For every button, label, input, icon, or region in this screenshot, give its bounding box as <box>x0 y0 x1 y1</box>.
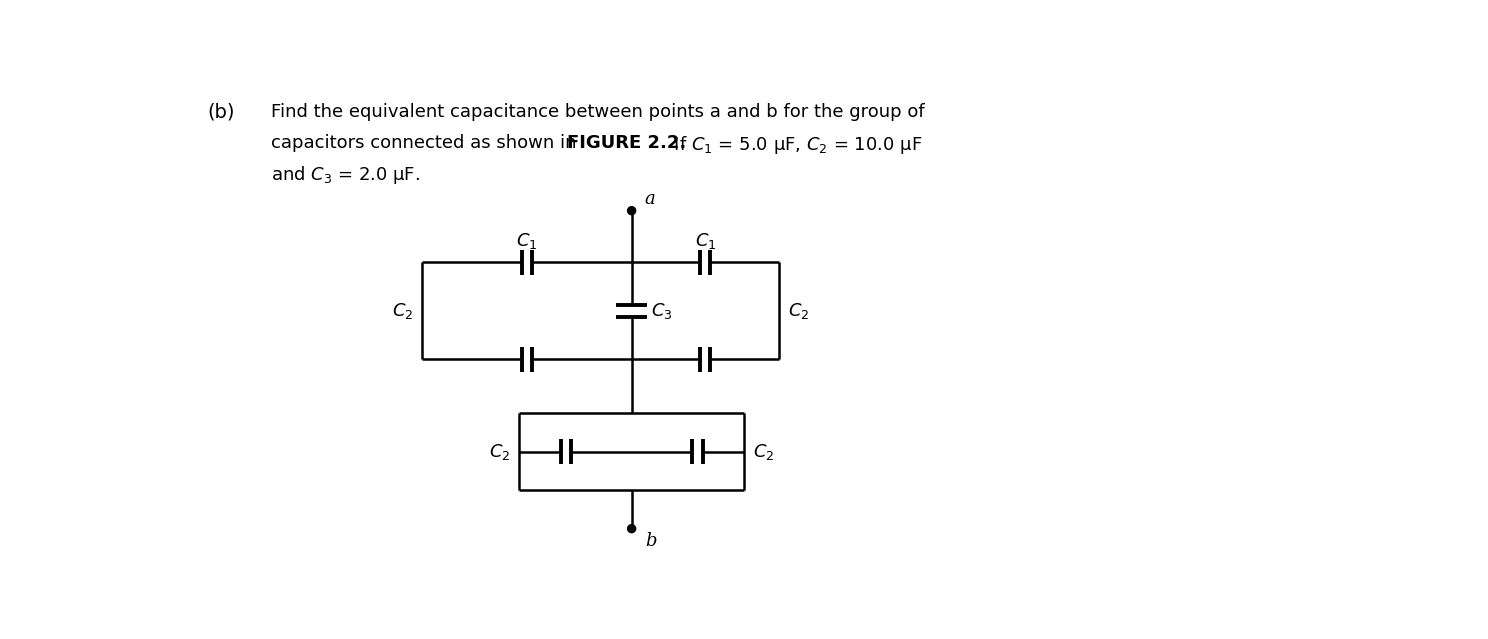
Text: and $C_3$ = 2.0 μF.: and $C_3$ = 2.0 μF. <box>271 164 420 187</box>
Text: FIGURE 2.2.: FIGURE 2.2. <box>567 134 686 151</box>
Text: $C_2$: $C_2$ <box>789 301 809 321</box>
Text: If $C_1$ = 5.0 μF, $C_2$ = 10.0 μF: If $C_1$ = 5.0 μF, $C_2$ = 10.0 μF <box>668 134 923 156</box>
Text: $C_3$: $C_3$ <box>652 301 673 321</box>
Text: a: a <box>644 190 656 208</box>
Text: Find the equivalent capacitance between points a and b for the group of: Find the equivalent capacitance between … <box>271 103 926 121</box>
Circle shape <box>628 525 635 533</box>
Text: $C_1$: $C_1$ <box>695 231 716 250</box>
Text: $C_2$: $C_2$ <box>753 442 775 461</box>
Circle shape <box>628 206 635 215</box>
Text: (b): (b) <box>208 103 235 122</box>
Text: capacitors connected as shown in: capacitors connected as shown in <box>271 134 582 151</box>
Text: $C_2$: $C_2$ <box>391 301 414 321</box>
Text: $C_1$: $C_1$ <box>516 231 537 250</box>
Text: $C_2$: $C_2$ <box>488 442 510 461</box>
Text: b: b <box>644 532 656 550</box>
